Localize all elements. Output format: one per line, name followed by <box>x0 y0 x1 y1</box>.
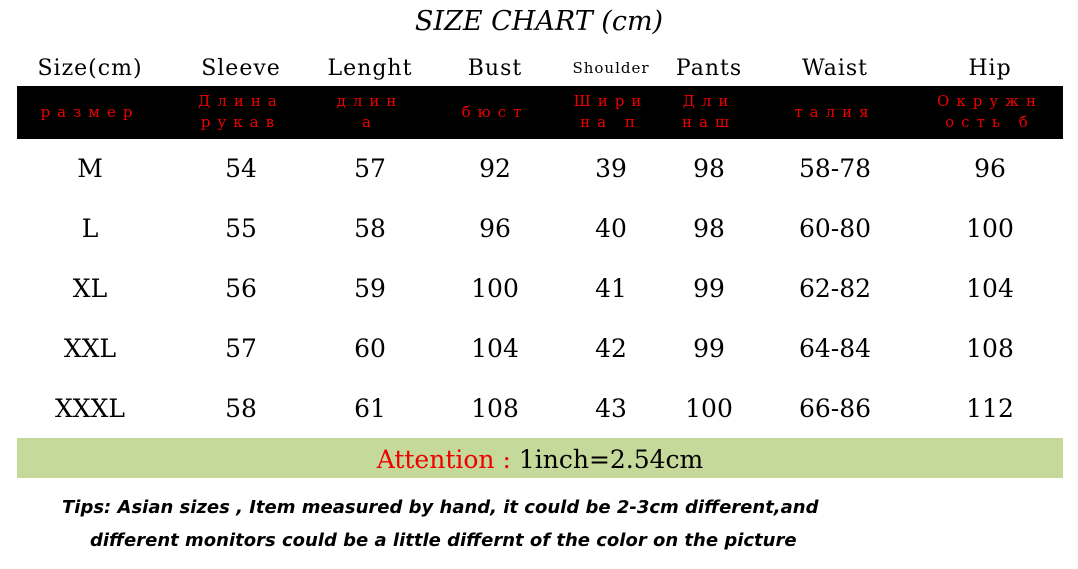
table-cell: 99 <box>693 334 725 363</box>
table-cell: 108 <box>966 334 1014 363</box>
table-cell: 62-82 <box>798 274 872 303</box>
russian-header-line: размер <box>40 103 140 121</box>
table-cell: 57 <box>354 154 386 183</box>
table-cell: XXXL <box>55 394 125 423</box>
table-cell: 98 <box>693 154 725 183</box>
table-cell: 58 <box>225 394 257 423</box>
column-header: Lenght <box>327 56 413 81</box>
table-cell: 98 <box>693 214 725 243</box>
table-cell: 92 <box>479 154 511 183</box>
russian-header-line: бюст <box>461 103 529 121</box>
russian-header-line: Шири <box>573 92 649 110</box>
table-cell: 55 <box>225 214 257 243</box>
russian-header-line: наш <box>682 113 736 131</box>
tips-line-1: Tips: Asian sizes , Item measured by han… <box>62 497 819 518</box>
table-cell: 43 <box>595 394 627 423</box>
table-cell: 99 <box>693 274 725 303</box>
russian-header: Шири на п <box>574 91 649 133</box>
table-cell: 100 <box>966 214 1014 243</box>
table-cell: 96 <box>479 214 511 243</box>
russian-header: длин а <box>337 91 404 133</box>
column-header: Pants <box>675 56 743 81</box>
table-cell: 61 <box>354 394 386 423</box>
russian-header: Дли наш <box>682 91 736 133</box>
russian-header-line: Длина <box>198 92 284 110</box>
table-cell: 60-80 <box>798 214 872 243</box>
column-header: Bust <box>467 56 523 81</box>
column-header: Hip <box>968 56 1012 81</box>
table-cell: 108 <box>471 394 519 423</box>
chart-title: SIZE CHART (cm) <box>414 6 664 37</box>
russian-header-line: длин <box>336 92 404 110</box>
table-row: L 55 58 96 40 98 60-80 100 <box>17 210 1063 250</box>
table-cell: 58 <box>354 214 386 243</box>
russian-header: бюст <box>462 102 529 123</box>
table-cell: 60 <box>354 334 386 363</box>
attention-value: 1inch=2.54cm <box>518 445 704 474</box>
table-cell: 100 <box>685 394 733 423</box>
russian-header: размер <box>41 102 140 123</box>
table-cell: 41 <box>595 274 627 303</box>
russian-header-line: а <box>362 113 378 131</box>
russian-header-line: на п <box>580 113 642 131</box>
table-cell: M <box>77 154 103 183</box>
table-cell: 40 <box>595 214 627 243</box>
table-cell: 58-78 <box>798 154 872 183</box>
column-header: Shoulder <box>572 59 650 77</box>
table-cell: 39 <box>595 154 627 183</box>
header-row: Size(cm) Sleeve Lenght Bust Shoulder Pants Wai… <box>17 52 1063 92</box>
russian-header-row: размер Длина рукав длин а бюст Шири на п Дли наш т… <box>17 86 1063 139</box>
table-row: XXL 57 60 104 42 99 64-84 108 <box>17 330 1063 370</box>
russian-header-line: ость б <box>945 113 1035 131</box>
table-cell: 56 <box>225 274 257 303</box>
table-cell: XXL <box>63 334 117 363</box>
russian-header: Окружн ость б <box>937 91 1043 133</box>
table-cell: 112 <box>966 394 1014 423</box>
table-cell: L <box>81 214 99 243</box>
column-header: Waist <box>802 56 868 81</box>
attention-label: Attention : <box>376 445 511 474</box>
table-row: XL 56 59 100 41 99 62-82 104 <box>17 270 1063 310</box>
table-cell: 100 <box>471 274 519 303</box>
tips-line-2: different monitors could be a little dif… <box>90 530 797 551</box>
table-cell: 104 <box>471 334 519 363</box>
table-cell: 57 <box>225 334 257 363</box>
table-cell: 66-86 <box>798 394 872 423</box>
table-cell: 104 <box>966 274 1014 303</box>
table-cell: 42 <box>595 334 627 363</box>
column-header: Size(cm) <box>37 56 143 81</box>
russian-header-line: талия <box>794 103 876 121</box>
attention-banner: Attention : 1inch=2.54cm <box>17 438 1063 478</box>
russian-header-line: Дли <box>682 92 736 110</box>
russian-header-line: рукав <box>200 113 282 131</box>
table-cell: 59 <box>354 274 386 303</box>
table-row: M 54 57 92 39 98 58-78 96 <box>17 150 1063 190</box>
table-cell: XL <box>72 274 108 303</box>
column-header: Sleeve <box>201 56 281 81</box>
table-cell: 96 <box>974 154 1006 183</box>
table-row: XXXL 58 61 108 43 100 66-86 112 <box>17 390 1063 430</box>
table-cell: 64-84 <box>798 334 872 363</box>
table-cell: 54 <box>225 154 257 183</box>
russian-header: Длина рукав <box>198 91 284 133</box>
russian-header: талия <box>794 102 875 123</box>
russian-header-line: Окружн <box>937 92 1043 110</box>
